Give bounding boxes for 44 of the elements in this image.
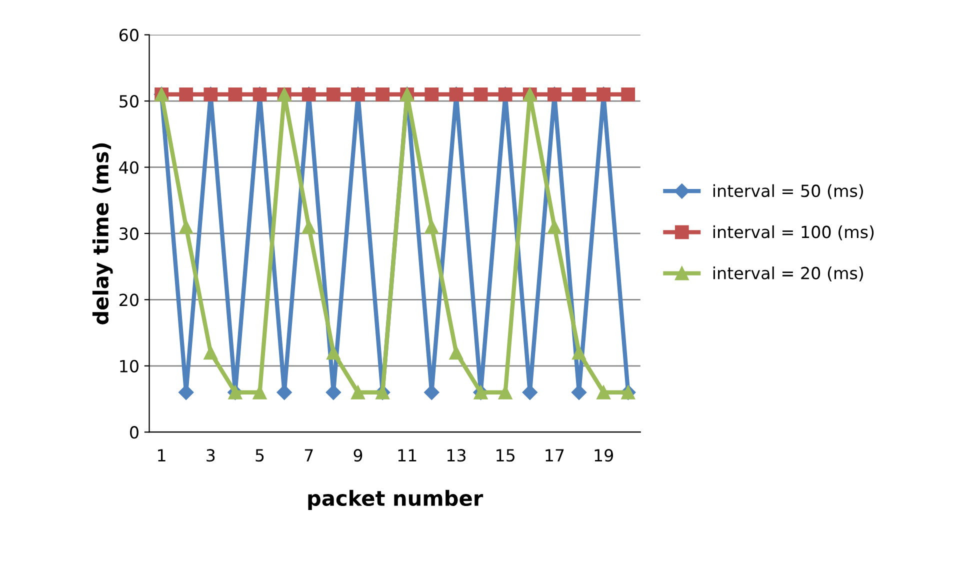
point bbox=[424, 220, 439, 234]
point bbox=[621, 87, 636, 102]
point bbox=[572, 87, 586, 102]
point bbox=[351, 385, 365, 400]
y-tick-label: 10 bbox=[120, 360, 138, 372]
point bbox=[424, 87, 439, 102]
y-tick-label: 50 bbox=[120, 94, 138, 108]
x-tick-label: 7 bbox=[304, 449, 313, 462]
point bbox=[252, 385, 267, 400]
x-tick-label: 11 bbox=[398, 449, 416, 462]
point bbox=[522, 384, 538, 400]
y-tick-label: 20 bbox=[120, 294, 138, 306]
legend-label: interval = 100 (ms) bbox=[713, 225, 874, 240]
point bbox=[179, 220, 194, 234]
point bbox=[424, 384, 440, 400]
point bbox=[228, 87, 242, 102]
x-tick-label: 13 bbox=[447, 449, 466, 462]
x-axis-title: packet number bbox=[308, 490, 484, 510]
y-tick-label: 60 bbox=[120, 28, 138, 42]
point bbox=[326, 87, 340, 102]
y-axis-title: delay time (ms) bbox=[92, 143, 113, 324]
x-tick-label: 19 bbox=[594, 449, 613, 462]
point bbox=[572, 346, 586, 360]
y-tick-label: 30 bbox=[120, 227, 138, 240]
point bbox=[204, 346, 218, 360]
legend-label: interval = 20 (ms) bbox=[713, 266, 863, 282]
legend-label: interval = 50 (ms) bbox=[713, 184, 863, 200]
point bbox=[474, 87, 488, 102]
y-tick-label: 40 bbox=[119, 161, 138, 174]
y-tick-label: 0 bbox=[130, 426, 138, 439]
x-tick-label: 9 bbox=[354, 449, 362, 462]
point bbox=[596, 385, 611, 400]
x-tick-label: 1 bbox=[158, 449, 166, 462]
x-tick-label: 17 bbox=[546, 449, 564, 462]
point bbox=[302, 220, 316, 234]
x-tick-label: 15 bbox=[496, 449, 514, 462]
point bbox=[179, 87, 194, 102]
x-tick-label: 5 bbox=[256, 449, 264, 462]
x-tick-label: 3 bbox=[206, 449, 215, 462]
point bbox=[276, 384, 292, 400]
point bbox=[548, 220, 562, 234]
point bbox=[326, 346, 340, 360]
point bbox=[376, 87, 390, 102]
point bbox=[449, 346, 464, 360]
